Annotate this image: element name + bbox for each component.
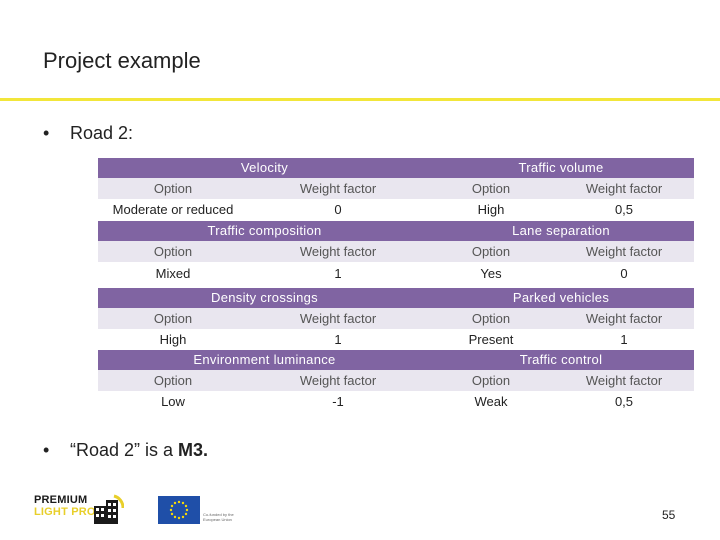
option-value: Low bbox=[161, 394, 185, 409]
table-subheader: Option Weight factor bbox=[98, 370, 431, 391]
eu-caption: Co-funded by the European Union bbox=[203, 512, 234, 522]
option-value: Moderate or reduced bbox=[112, 202, 234, 217]
weight-column-label: Weight factor bbox=[299, 373, 377, 388]
weight-value: 0 bbox=[620, 266, 628, 281]
bullet-text: Road 2: bbox=[70, 123, 134, 143]
table-row: Low -1 bbox=[98, 391, 431, 412]
option-value: High bbox=[477, 202, 505, 217]
table-row: Yes 0 bbox=[428, 263, 694, 284]
table-header-lane-separation: Lane separation bbox=[428, 221, 694, 241]
table-row: High 0,5 bbox=[428, 199, 694, 220]
table-row: Moderate or reduced 0 bbox=[98, 199, 431, 220]
option-value: Weak bbox=[474, 394, 508, 409]
option-column-label: Option bbox=[153, 244, 193, 259]
table-header-density-crossings: Density crossings bbox=[98, 288, 431, 308]
left-criteria-table: Velocity Option Weight factor Moderate o… bbox=[98, 158, 431, 414]
option-column-label: Option bbox=[471, 181, 511, 196]
table-header-velocity: Velocity bbox=[98, 158, 431, 178]
table-row: Present 1 bbox=[428, 329, 694, 350]
table-subheader: Option Weight factor bbox=[98, 178, 431, 199]
bullet-symbol: • bbox=[43, 440, 50, 460]
table-header-traffic-composition: Traffic composition bbox=[98, 221, 431, 241]
table-subheader: Option Weight factor bbox=[428, 178, 694, 199]
table-row: Mixed 1 bbox=[98, 263, 431, 284]
weight-value: 1 bbox=[334, 266, 342, 281]
option-value: High bbox=[159, 332, 187, 347]
weight-column-label: Weight factor bbox=[299, 244, 377, 259]
option-column-label: Option bbox=[153, 311, 193, 326]
logo-text-line1: PREMIUM bbox=[34, 494, 88, 506]
table-subheader: Option Weight factor bbox=[428, 308, 694, 329]
bullet-text-prefix: “Road 2” is a bbox=[70, 440, 179, 460]
weight-value: 1 bbox=[334, 332, 342, 347]
option-column-label: Option bbox=[153, 373, 193, 388]
option-value: Present bbox=[468, 332, 514, 347]
logo-text-line2: LIGHT PRO bbox=[34, 506, 96, 518]
eu-flag-icon bbox=[158, 496, 200, 524]
weight-column-label: Weight factor bbox=[585, 181, 663, 196]
option-column-label: Option bbox=[471, 373, 511, 388]
weight-column-label: Weight factor bbox=[299, 181, 377, 196]
eu-stars-icon bbox=[169, 500, 189, 520]
table-subheader: Option Weight factor bbox=[98, 241, 431, 262]
weight-column-label: Weight factor bbox=[585, 311, 663, 326]
building-icon bbox=[94, 494, 124, 524]
table-row: High 1 bbox=[98, 329, 431, 350]
table-subheader: Option Weight factor bbox=[98, 308, 431, 329]
road-class-emphasis: M3. bbox=[178, 440, 209, 460]
premium-light-pro-logo: PREMIUM LIGHT PRO bbox=[34, 494, 134, 528]
weight-column-label: Weight factor bbox=[585, 244, 663, 259]
weight-value: -1 bbox=[332, 394, 344, 409]
table-row: Weak 0,5 bbox=[428, 391, 694, 412]
weight-value: 1 bbox=[620, 332, 628, 347]
table-header-parked-vehicles: Parked vehicles bbox=[428, 288, 694, 308]
table-header-traffic-volume: Traffic volume bbox=[428, 158, 694, 178]
weight-column-label: Weight factor bbox=[299, 311, 377, 326]
title-divider bbox=[0, 98, 720, 101]
right-criteria-table: Traffic volume Option Weight factor High… bbox=[428, 158, 694, 414]
option-column-label: Option bbox=[153, 181, 193, 196]
option-column-label: Option bbox=[471, 311, 511, 326]
option-column-label: Option bbox=[471, 244, 511, 259]
slide-title: Project example bbox=[43, 48, 201, 73]
bullet-symbol: • bbox=[43, 123, 50, 143]
option-value: Yes bbox=[480, 266, 502, 281]
weight-value: 0 bbox=[334, 202, 342, 217]
weight-value: 0,5 bbox=[614, 394, 634, 409]
bullet-text: “Road 2” is a M3. bbox=[70, 440, 208, 461]
weight-column-label: Weight factor bbox=[585, 373, 663, 388]
weight-value: 0,5 bbox=[614, 202, 634, 217]
table-subheader: Option Weight factor bbox=[428, 370, 694, 391]
option-value: Mixed bbox=[155, 266, 191, 281]
table-header-traffic-control: Traffic control bbox=[428, 350, 694, 370]
table-header-environment-luminance: Environment luminance bbox=[98, 350, 431, 370]
page-number: 55 bbox=[662, 508, 676, 522]
table-subheader: Option Weight factor bbox=[428, 241, 694, 262]
